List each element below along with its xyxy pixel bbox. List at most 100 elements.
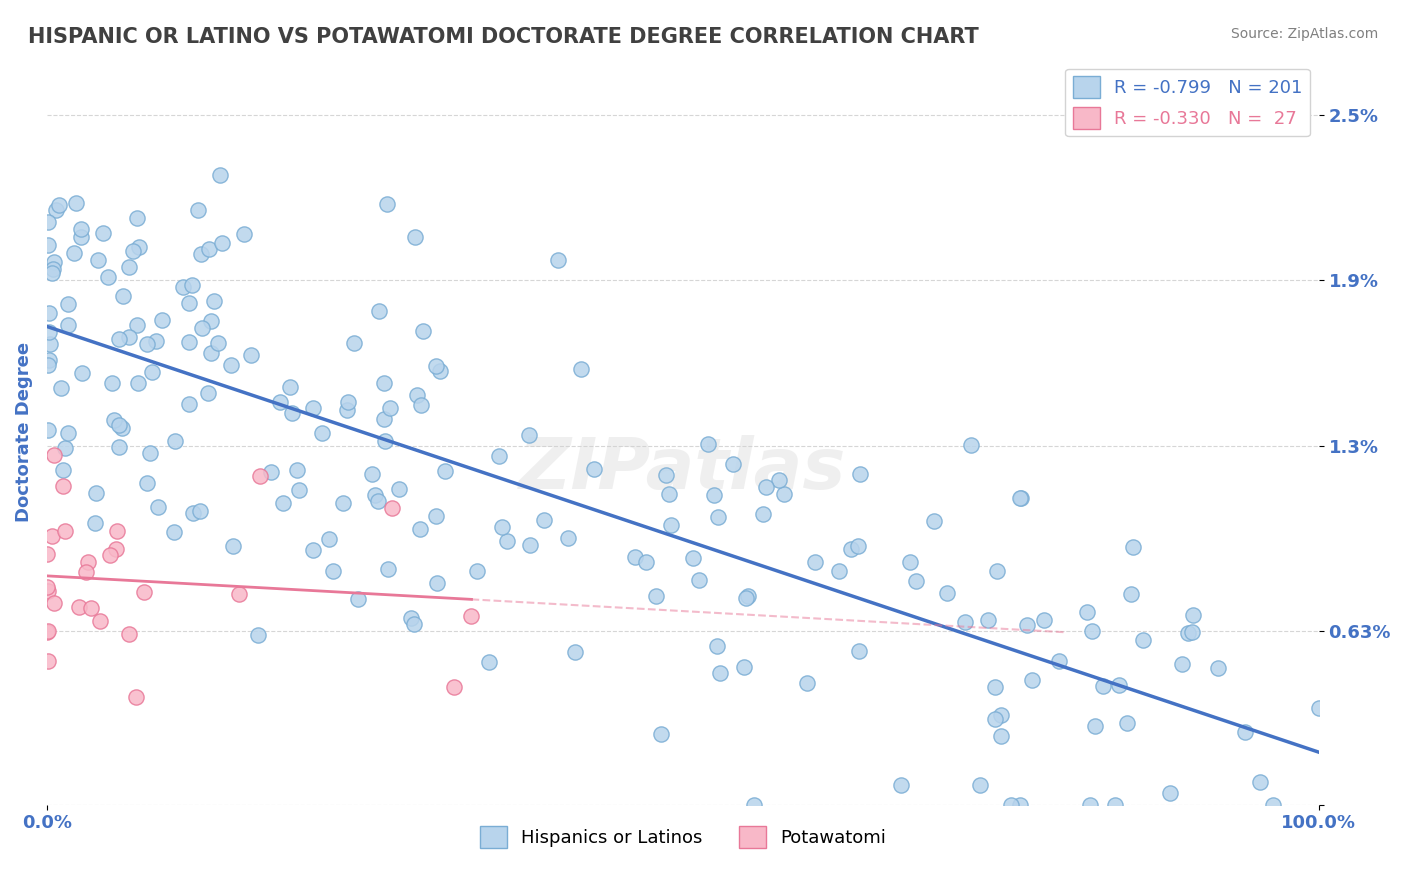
Point [661, 518, 683, 533]
Point [1261, 797, 1284, 812]
Point [101, 376, 124, 390]
Point [285, 463, 308, 477]
Point [269, 394, 291, 409]
Point [41, 529, 63, 543]
Point [260, 466, 283, 480]
Point [135, 336, 157, 351]
Point [650, 727, 672, 741]
Point [288, 483, 311, 497]
Point [52, 463, 75, 477]
Point [706, 639, 728, 653]
Point [1132, 632, 1154, 647]
Point [401, 610, 423, 624]
Point [655, 467, 678, 482]
Point [98, 549, 121, 563]
Point [198, 242, 221, 256]
Point [84, 485, 107, 500]
Point [984, 681, 1007, 695]
Point [150, 312, 173, 326]
Point [367, 493, 389, 508]
Point [381, 501, 404, 516]
Point [709, 665, 731, 680]
Point [207, 335, 229, 350]
Point [1091, 679, 1114, 693]
Point [682, 551, 704, 566]
Point [69, 222, 91, 236]
Point [37, 584, 59, 599]
Point [67, 600, 90, 615]
Point [232, 227, 254, 241]
Point [335, 403, 357, 417]
Point [804, 556, 827, 570]
Point [311, 426, 333, 441]
Point [1104, 797, 1126, 812]
Point [707, 510, 730, 524]
Point [118, 626, 141, 640]
Point [302, 543, 325, 558]
Point [404, 229, 426, 244]
Point [742, 797, 765, 812]
Point [37, 215, 59, 229]
Text: HISPANIC OR LATINO VS POTAWATOMI DOCTORATE DEGREE CORRELATION CHART: HISPANIC OR LATINO VS POTAWATOMI DOCTORA… [28, 27, 979, 46]
Point [409, 398, 432, 412]
Point [42, 596, 65, 610]
Point [80, 601, 103, 615]
Point [564, 645, 586, 659]
Point [1171, 657, 1194, 672]
Point [1159, 786, 1181, 800]
Point [37, 624, 59, 638]
Point [103, 413, 125, 427]
Point [960, 438, 983, 452]
Point [197, 385, 219, 400]
Point [107, 332, 129, 346]
Point [796, 676, 818, 690]
Point [108, 418, 131, 433]
Point [890, 778, 912, 792]
Point [752, 507, 775, 521]
Point [122, 244, 145, 259]
Point [172, 280, 194, 294]
Point [375, 197, 398, 211]
Point [533, 513, 555, 527]
Point [364, 488, 387, 502]
Point [406, 388, 429, 402]
Point [1010, 491, 1032, 506]
Point [360, 467, 382, 481]
Point [188, 504, 211, 518]
Point [162, 525, 184, 540]
Point [163, 434, 186, 448]
Point [128, 240, 150, 254]
Point [118, 330, 141, 344]
Point [37, 625, 59, 640]
Point [52, 478, 75, 492]
Point [478, 656, 501, 670]
Point [755, 480, 778, 494]
Point [200, 346, 222, 360]
Point [112, 288, 135, 302]
Point [1308, 700, 1330, 714]
Point [1084, 719, 1107, 733]
Point [953, 615, 976, 630]
Point [467, 564, 489, 578]
Point [734, 591, 756, 605]
Point [984, 712, 1007, 726]
Point [737, 589, 759, 603]
Point [848, 540, 870, 554]
Point [91, 226, 114, 240]
Point [302, 401, 325, 416]
Point [373, 412, 395, 426]
Point [1234, 724, 1257, 739]
Point [177, 296, 200, 310]
Point [517, 428, 540, 442]
Point [491, 520, 513, 534]
Point [84, 516, 107, 530]
Point [343, 336, 366, 351]
Point [125, 690, 148, 705]
Point [190, 246, 212, 260]
Point [460, 609, 482, 624]
Point [332, 496, 354, 510]
Point [373, 376, 395, 390]
Text: Source: ZipAtlas.com: Source: ZipAtlas.com [1230, 27, 1378, 41]
Point [1119, 587, 1142, 601]
Point [336, 395, 359, 409]
